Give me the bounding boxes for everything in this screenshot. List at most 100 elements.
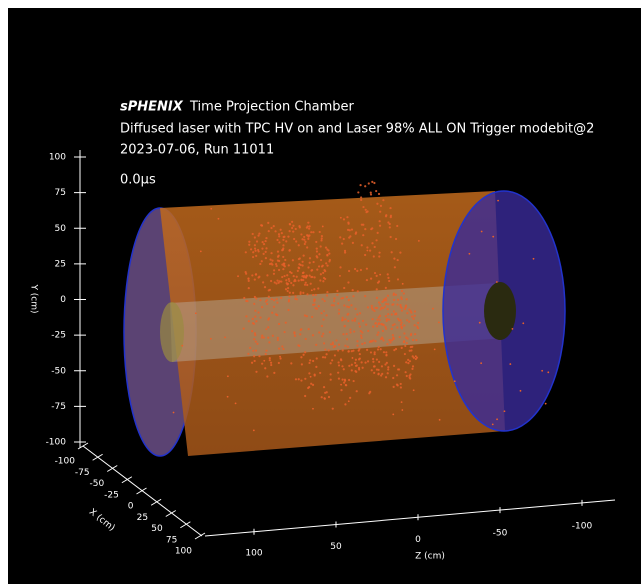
hit [224,336,226,339]
hit [370,306,374,310]
hit [258,275,261,278]
hit [331,407,334,410]
hit [181,344,184,347]
hit [398,335,401,339]
hit [392,337,395,340]
hit [412,389,415,392]
hit [392,376,395,380]
hit [398,319,401,322]
hit [261,241,264,244]
hit [293,332,296,335]
hit [496,418,498,421]
hit [255,254,258,257]
hit [410,332,413,336]
hit [332,304,335,307]
hit [279,357,282,360]
hit [284,258,287,262]
hit [323,310,325,313]
hit [371,308,374,311]
hit [271,334,274,337]
hit [392,310,395,313]
hit [247,352,250,355]
hit [415,338,418,342]
hit [265,328,268,331]
hit [438,418,441,421]
hit [417,321,420,324]
hit [432,307,434,310]
hit [308,274,311,277]
hit [284,321,287,324]
hit [351,241,354,244]
time-label: 0.0μs [120,173,156,188]
hit [259,316,262,319]
hit [352,379,355,383]
x-tick [106,465,118,472]
hit [364,361,367,364]
hit [269,361,273,364]
hit [321,298,324,301]
hit [378,224,382,227]
hit [396,303,399,306]
hit [308,234,311,237]
hit [385,353,388,357]
hit [392,364,396,367]
hit [378,255,381,258]
hit [391,324,394,327]
hit [377,280,381,283]
hit [337,371,340,374]
hit [350,228,354,231]
hit [371,180,374,183]
hit [400,289,404,293]
hit [365,278,369,282]
hit [311,315,314,319]
hit [245,315,248,318]
hit [282,262,285,265]
hit [384,297,388,300]
hit [251,317,254,320]
hit [357,349,360,352]
hit [328,331,332,334]
hit [252,251,255,254]
hit [320,396,323,399]
hit [310,275,313,279]
hit [393,266,396,269]
hit [323,397,326,400]
hit [255,297,258,300]
hit [453,380,456,383]
hit [379,348,382,351]
hit [350,363,353,366]
hit [379,303,382,306]
hit [288,279,291,283]
x-tick [194,532,206,540]
hit [288,223,292,226]
hit [331,341,334,344]
y-tick-label: -100 [46,438,67,448]
hit [358,352,361,356]
hit [346,313,349,316]
hit [217,217,220,220]
hit [253,295,256,299]
hit [319,258,323,262]
hit [247,279,250,282]
experiment: sPHENIX [120,100,184,115]
hit [247,320,250,323]
hit [396,317,400,320]
hit [495,281,498,283]
hit [378,251,381,254]
hit [400,321,403,324]
hit [360,336,363,339]
hit [335,339,338,342]
hit [392,385,395,388]
hit [357,322,361,325]
hit [342,333,345,336]
hit [351,319,354,322]
hit [416,325,419,328]
hit [254,334,257,337]
hit [320,265,324,268]
hit [295,298,299,301]
hit [261,334,264,337]
hit [249,248,253,251]
hit [313,300,316,303]
hit [307,266,310,269]
hit [382,199,385,202]
